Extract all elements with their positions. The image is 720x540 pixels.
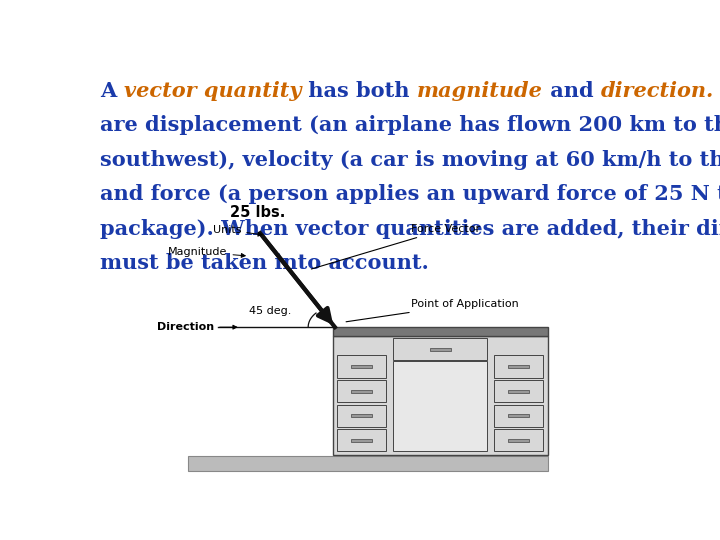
FancyBboxPatch shape [337,355,387,378]
Text: Magnitude: Magnitude [168,247,246,258]
FancyBboxPatch shape [351,439,372,442]
Text: direction.: direction. [600,80,714,100]
Text: magnitude: magnitude [417,80,543,100]
Text: and: and [543,80,600,100]
Text: A: A [100,80,124,100]
FancyBboxPatch shape [393,339,487,360]
FancyBboxPatch shape [337,380,387,402]
FancyBboxPatch shape [351,390,372,393]
FancyBboxPatch shape [337,404,387,427]
FancyBboxPatch shape [337,429,387,451]
FancyBboxPatch shape [508,365,529,368]
FancyBboxPatch shape [508,414,529,417]
Text: and force (a person applies an upward force of 25 N to a: and force (a person applies an upward fo… [100,184,720,204]
FancyBboxPatch shape [351,414,372,417]
FancyBboxPatch shape [494,380,543,402]
FancyBboxPatch shape [494,404,543,427]
FancyBboxPatch shape [188,456,548,471]
Text: Units: Units [213,225,262,236]
Text: 25 lbs.: 25 lbs. [230,205,285,220]
Text: southwest), velocity (a car is moving at 60 km/h to the north),: southwest), velocity (a car is moving at… [100,150,720,170]
FancyBboxPatch shape [333,336,548,455]
FancyBboxPatch shape [494,429,543,451]
Text: vector quantity: vector quantity [124,80,301,100]
Text: Direction: Direction [157,322,237,332]
FancyBboxPatch shape [333,327,548,336]
Text: Force Vector: Force Vector [312,224,480,269]
FancyBboxPatch shape [508,439,529,442]
FancyBboxPatch shape [494,355,543,378]
Text: 45 deg.: 45 deg. [249,306,292,316]
Text: Point of Application: Point of Application [346,299,518,322]
Text: must be taken into account.: must be taken into account. [100,253,429,273]
Text: are displacement (an airplane has flown 200 km to the: are displacement (an airplane has flown … [100,115,720,135]
Text: Examples: Examples [714,80,720,100]
FancyBboxPatch shape [430,348,451,350]
FancyBboxPatch shape [351,365,372,368]
FancyBboxPatch shape [393,361,487,451]
Text: package). When vector quantities are added, their directions: package). When vector quantities are add… [100,219,720,239]
FancyBboxPatch shape [508,390,529,393]
Text: has both: has both [301,80,417,100]
